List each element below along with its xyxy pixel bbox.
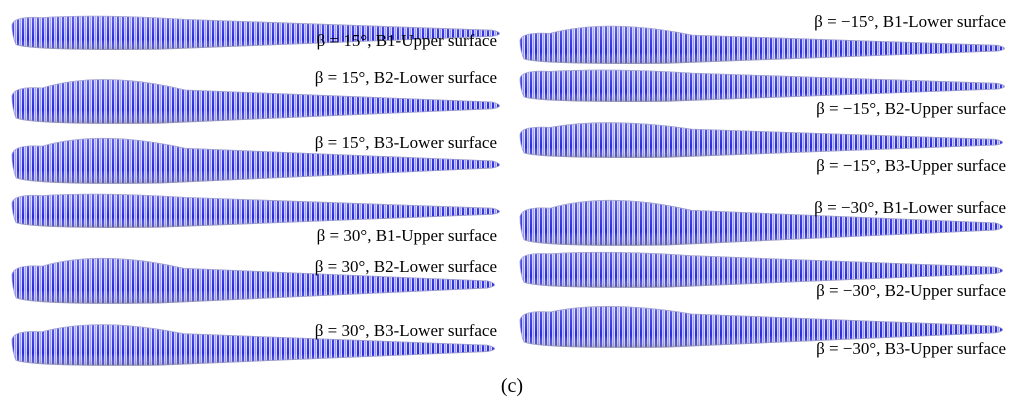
blade-shading — [12, 194, 500, 228]
panel-label: β = 15°, B1-Upper surface — [317, 31, 497, 50]
blade-shading — [520, 122, 1003, 158]
blade — [11, 193, 500, 228]
blade-shading — [12, 258, 495, 304]
blade — [11, 137, 500, 184]
blades — [11, 15, 1006, 366]
blade — [11, 79, 500, 124]
panel-label: β = −30°, B2-Upper surface — [816, 281, 1006, 300]
panel-label: β = −30°, B3-Upper surface — [816, 339, 1006, 358]
caption: (c) — [501, 375, 523, 397]
blade-shading — [12, 138, 500, 184]
blade — [11, 257, 496, 304]
panel-label: β = 15°, B3-Lower surface — [315, 133, 497, 152]
panel-label: β = 30°, B2-Lower surface — [315, 257, 497, 276]
blade-shading — [520, 306, 1003, 348]
blade-shading — [12, 16, 500, 50]
blade — [11, 15, 500, 50]
blade-shading — [520, 70, 1005, 102]
blade — [519, 122, 1004, 158]
panel-label: β = 15°, B2-Lower surface — [315, 68, 497, 87]
blade — [519, 69, 1006, 102]
blade — [519, 306, 1004, 348]
blade-shading — [520, 26, 1005, 64]
panel-label: β = −15°, B1-Lower surface — [814, 12, 1006, 31]
panel-label: β = −15°, B2-Upper surface — [816, 99, 1006, 118]
blade-shading — [12, 324, 495, 366]
blade — [11, 324, 496, 366]
panel-label: β = 30°, B1-Upper surface — [317, 226, 497, 245]
panel-label: β = 30°, B3-Lower surface — [315, 321, 497, 340]
blade — [519, 251, 1004, 288]
blade-shading — [520, 200, 1003, 246]
blade — [519, 199, 1004, 246]
panel-label: β = −15°, B3-Upper surface — [816, 156, 1006, 175]
blade-shading — [520, 252, 1003, 288]
labels: β = 15°, B1-Upper surface β = 15°, B2-Low… — [315, 12, 1006, 358]
panel-label: β = −30°, B1-Lower surface — [814, 198, 1006, 217]
blade — [519, 25, 1006, 64]
blade-shading — [12, 79, 500, 124]
